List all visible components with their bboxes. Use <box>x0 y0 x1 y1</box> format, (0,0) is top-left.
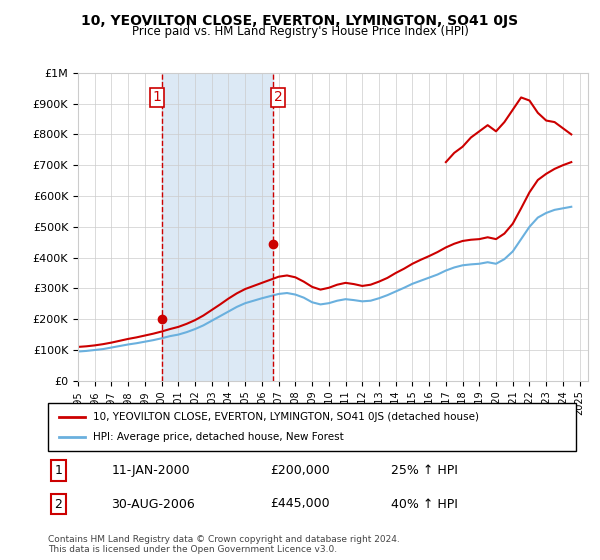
Text: HPI: Average price, detached house, New Forest: HPI: Average price, detached house, New … <box>93 432 344 442</box>
Text: 10, YEOVILTON CLOSE, EVERTON, LYMINGTON, SO41 0JS (detached house): 10, YEOVILTON CLOSE, EVERTON, LYMINGTON,… <box>93 412 479 422</box>
Text: 30-AUG-2006: 30-AUG-2006 <box>112 497 195 511</box>
Text: Price paid vs. HM Land Registry's House Price Index (HPI): Price paid vs. HM Land Registry's House … <box>131 25 469 38</box>
Text: 2: 2 <box>55 497 62 511</box>
Text: 25% ↑ HPI: 25% ↑ HPI <box>391 464 458 477</box>
Text: 10, YEOVILTON CLOSE, EVERTON, LYMINGTON, SO41 0JS: 10, YEOVILTON CLOSE, EVERTON, LYMINGTON,… <box>82 14 518 28</box>
Bar <box>162 73 273 381</box>
Text: 1: 1 <box>55 464 62 477</box>
Text: 2: 2 <box>274 90 283 104</box>
Text: 11-JAN-2000: 11-JAN-2000 <box>112 464 190 477</box>
Text: 1: 1 <box>152 90 161 104</box>
Text: Contains HM Land Registry data © Crown copyright and database right 2024.
This d: Contains HM Land Registry data © Crown c… <box>48 535 400 554</box>
Text: £445,000: £445,000 <box>270 497 329 511</box>
FancyBboxPatch shape <box>48 403 576 451</box>
Text: 40% ↑ HPI: 40% ↑ HPI <box>391 497 458 511</box>
Text: £200,000: £200,000 <box>270 464 329 477</box>
